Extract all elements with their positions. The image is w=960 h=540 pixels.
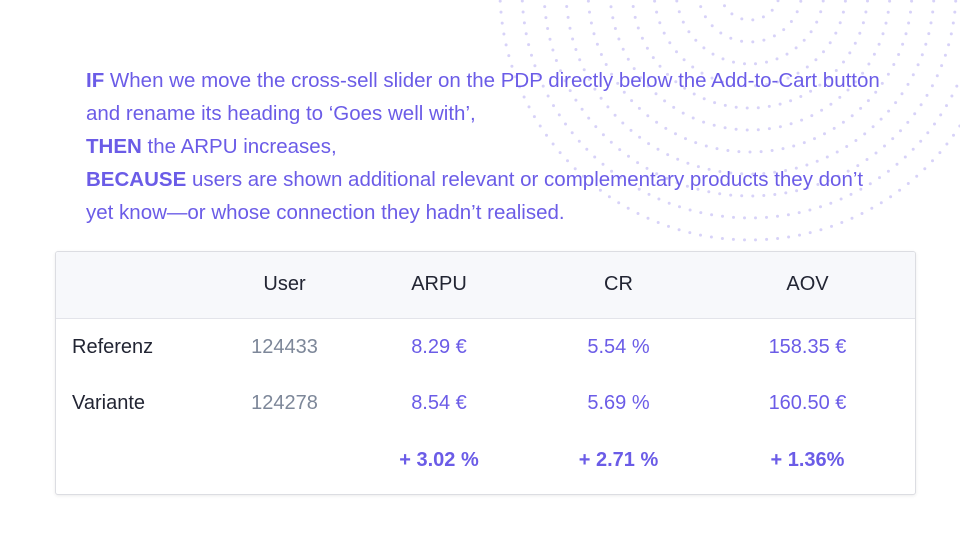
cr-value: 5.54 % bbox=[587, 336, 650, 359]
aov-uplift: + 1.36% bbox=[770, 449, 845, 471]
arpu-uplift: + 3.02 % bbox=[399, 449, 479, 471]
then-clause: the ARPU increases, bbox=[141, 135, 337, 158]
arpu-value: 8.29 € bbox=[411, 336, 467, 359]
header-aov: AOV bbox=[786, 273, 829, 296]
hypothesis-text: IF When we move the cross-sell slider on… bbox=[86, 64, 886, 229]
row-label: Referenz bbox=[72, 336, 154, 359]
results-table-card: User ARPU CR AOV Referenz 124433 8.29 € … bbox=[55, 251, 916, 495]
header-empty bbox=[56, 252, 228, 318]
table-header-row: User ARPU CR AOV bbox=[56, 252, 915, 318]
results-table: User ARPU CR AOV Referenz 124433 8.29 € … bbox=[56, 252, 915, 489]
table-row-referenz: Referenz 124433 8.29 € 5.54 % 158.35 € bbox=[56, 318, 915, 375]
header-cr: CR bbox=[604, 273, 633, 296]
row-label bbox=[56, 432, 228, 489]
if-clause: When we move the cross-sell slider on th… bbox=[86, 69, 880, 125]
because-keyword: BECAUSE bbox=[86, 168, 187, 191]
aov-value: 160.50 € bbox=[768, 392, 847, 414]
because-clause: users are shown additional relevant or c… bbox=[86, 168, 864, 224]
user-count: 124433 bbox=[251, 336, 318, 359]
table-row-uplift: + 3.02 % + 2.71 % + 1.36% bbox=[56, 432, 915, 489]
user-count bbox=[228, 432, 341, 489]
then-keyword: THEN bbox=[86, 135, 142, 158]
if-keyword: IF bbox=[86, 69, 105, 92]
aov-value: 158.35 € bbox=[768, 336, 847, 359]
cr-uplift: + 2.71 % bbox=[578, 449, 659, 471]
table-row-variante: Variante 124278 8.54 € 5.69 % 160.50 € bbox=[56, 375, 915, 432]
header-user: User bbox=[263, 273, 306, 296]
user-count: 124278 bbox=[251, 392, 318, 414]
cr-value: 5.69 % bbox=[587, 392, 650, 414]
arpu-value: 8.54 € bbox=[411, 392, 467, 414]
header-arpu: ARPU bbox=[411, 273, 467, 296]
row-label: Variante bbox=[72, 392, 146, 414]
